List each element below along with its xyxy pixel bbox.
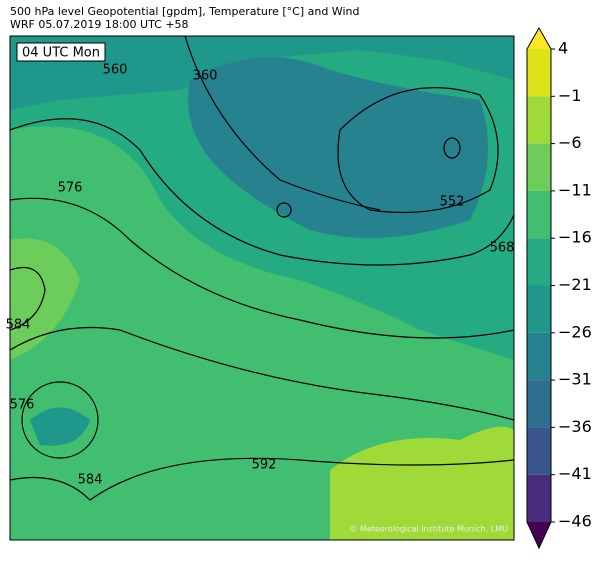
colorbar-under — [527, 522, 551, 548]
colorbar-tick-label: −21 — [558, 275, 592, 294]
colorbar-band — [527, 49, 551, 97]
colorbar-tick-label: −1 — [558, 86, 582, 105]
colorbar-tick-label: −46 — [558, 512, 592, 531]
colorbar-band — [527, 380, 551, 428]
colorbar-tick-label: −26 — [558, 322, 592, 341]
colorbar-tick-label: −31 — [558, 370, 592, 389]
credit: © Meteorological Institute Munich, LMU — [349, 525, 508, 534]
colorbar-over — [527, 28, 551, 49]
colorbar-tick-label: −11 — [558, 180, 592, 199]
colorbar-band — [527, 332, 551, 381]
map-field — [10, 36, 514, 540]
contour-label: 560 — [103, 63, 128, 78]
contour-label: 568 — [490, 241, 515, 256]
colorbar-band — [527, 285, 551, 333]
colorbar-band — [527, 190, 551, 239]
colorbar-band — [527, 427, 551, 475]
colorbar-tick-label: −36 — [558, 417, 592, 436]
time-box — [16, 42, 106, 62]
contour-label: 552 — [440, 195, 465, 210]
subtitle: WRF 05.07.2019 18:00 UTC +58 — [10, 18, 189, 31]
title: 500 hPa level Geopotential [gpdm], Tempe… — [10, 5, 359, 18]
time-label: 04 UTC Mon — [22, 46, 100, 61]
colorbar: 4 −1 −6 −11 −16 −21 −26 −31 −36 −41 −46 — [526, 26, 592, 550]
colorbar-tick-label: 4 — [558, 39, 568, 58]
colorbar-tick-label: −41 — [558, 464, 592, 483]
colorbar-band — [527, 238, 551, 286]
colorbar-tick-label: −16 — [558, 228, 592, 247]
colorbar-tick-label: −6 — [558, 133, 582, 152]
colorbar-band — [527, 96, 551, 144]
contour-label: 592 — [252, 458, 277, 473]
map-frame — [9, 35, 515, 541]
contour-label: 360 — [193, 69, 218, 84]
contour-label: 576 — [58, 181, 83, 196]
colorbar-band — [527, 143, 551, 191]
contour-label: 584 — [6, 318, 31, 333]
colorbar-band — [527, 474, 551, 522]
contour-label: 584 — [78, 473, 103, 488]
contour-label: 576 — [10, 398, 35, 413]
